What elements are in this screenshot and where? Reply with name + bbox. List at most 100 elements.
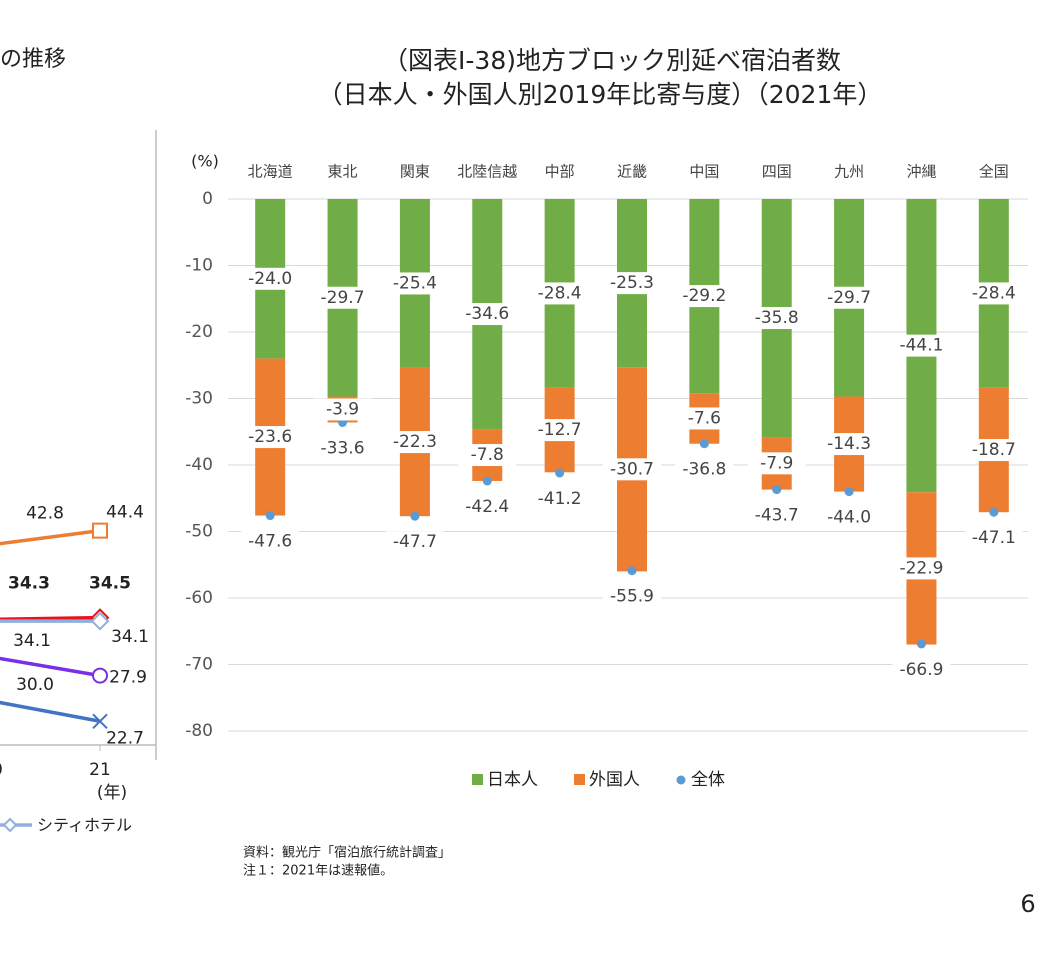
y-tick-label: -10 (185, 256, 213, 276)
data-label: -28.4 (538, 283, 582, 303)
label-bg (385, 431, 444, 454)
x-tick-label: 北陸信越 (457, 163, 517, 181)
legend-marker (676, 775, 686, 785)
dot (699, 439, 709, 449)
y-tick-label: -80 (185, 721, 213, 741)
label-bg (241, 267, 300, 290)
y-tick-label: -40 (185, 455, 213, 475)
chart-title: （図表Ⅰ-38)地方ブロック別延べ宿泊者数 (383, 46, 841, 75)
dot (627, 566, 637, 576)
legend-marker (2, 817, 18, 833)
dot (989, 507, 999, 517)
data-label: -25.4 (393, 273, 437, 293)
label-bg (603, 585, 661, 608)
label-bg (530, 282, 589, 305)
data-label: -43.7 (755, 506, 799, 526)
data-label: -33.6 (321, 438, 365, 458)
label-bg (675, 285, 734, 308)
data-label: -42.4 (465, 497, 509, 517)
legend-label: シティホテル (37, 816, 132, 835)
data-label: 34.5 (89, 574, 131, 594)
label-bg (892, 557, 951, 580)
legend-label: 日本人 (487, 770, 538, 790)
label-bg (892, 658, 951, 681)
data-label: 34.3 (8, 573, 50, 593)
data-label: 30.0 (16, 675, 54, 695)
data-label: 34.1 (111, 627, 149, 647)
label-bg (385, 272, 444, 295)
label-bg (892, 334, 951, 357)
line (0, 528, 101, 546)
x-tick-label: 全国 (979, 163, 1009, 181)
note: 注１：2021年は速報値。 (243, 863, 393, 879)
data-label: -30.7 (610, 459, 654, 479)
label-bg (313, 437, 372, 460)
label-bg (675, 458, 734, 481)
data-label: -22.9 (899, 558, 943, 578)
data-label: -18.7 (972, 440, 1016, 460)
marker (90, 611, 110, 631)
data-label: -66.9 (899, 660, 943, 680)
x-tick-label: 北海道 (248, 163, 293, 181)
x-tick-label: 関東 (400, 163, 430, 181)
label-bg (241, 530, 300, 553)
label-bg (530, 419, 589, 442)
data-label: -44.1 (899, 336, 943, 356)
label-bg (241, 426, 300, 449)
data-label: 44.4 (106, 503, 144, 523)
dot (555, 468, 565, 478)
x-tick-label: 中部 (545, 163, 575, 181)
data-label: -47.6 (248, 532, 292, 552)
page-number: 6 (1020, 890, 1035, 918)
label-bg (747, 452, 806, 475)
line (0, 615, 101, 621)
note: 資料：観光庁「宿泊旅行統計調査」 (243, 845, 451, 861)
data-label: -22.3 (393, 432, 437, 452)
data-label: 34.1 (13, 631, 51, 651)
label-bg (747, 504, 806, 527)
label-bg (964, 439, 1023, 462)
label-bg (964, 282, 1023, 305)
label-bg (385, 531, 444, 554)
y-tick-label: -50 (185, 522, 213, 542)
label-bg (964, 527, 1023, 550)
data-label: -34.6 (465, 304, 509, 324)
x-tick-label: 21 (89, 760, 111, 780)
dot (844, 487, 854, 497)
marker (92, 667, 108, 684)
x-tick-label: 近畿 (617, 163, 647, 181)
data-label: 22.7 (106, 728, 144, 748)
dot (772, 485, 782, 495)
label-bg (313, 286, 372, 309)
data-label: -7.8 (471, 445, 504, 465)
data-label: -25.3 (610, 273, 654, 293)
data-label: -12.7 (538, 420, 582, 440)
line (0, 656, 101, 678)
marker (92, 522, 108, 539)
dot (265, 511, 275, 521)
label-bg (820, 506, 879, 529)
label-bg (458, 495, 517, 518)
x-tick-label: 20 (0, 760, 3, 780)
label-bg (675, 407, 734, 430)
x-tick-label: 東北 (328, 163, 358, 181)
y-unit: (%) (191, 152, 219, 171)
data-label: 42.8 (26, 504, 64, 524)
x-unit: (年) (97, 783, 127, 803)
chart-subtitle: （日本人・外国人別2019年比寄与度）（2021年） (318, 80, 883, 109)
y-tick-label: -20 (185, 322, 213, 342)
label-bg (313, 398, 372, 421)
data-label: 27.9 (109, 668, 147, 688)
label-bg (820, 286, 879, 309)
y-tick-label: 0 (202, 189, 213, 209)
data-label: -29.7 (827, 288, 871, 308)
label-bg (603, 458, 661, 481)
data-label: -28.4 (972, 283, 1016, 303)
data-label: -24.0 (248, 269, 292, 289)
data-label: -41.2 (538, 489, 582, 509)
data-label: -3.9 (326, 399, 359, 419)
data-label: -36.8 (682, 460, 726, 480)
data-label: -14.3 (827, 434, 871, 454)
